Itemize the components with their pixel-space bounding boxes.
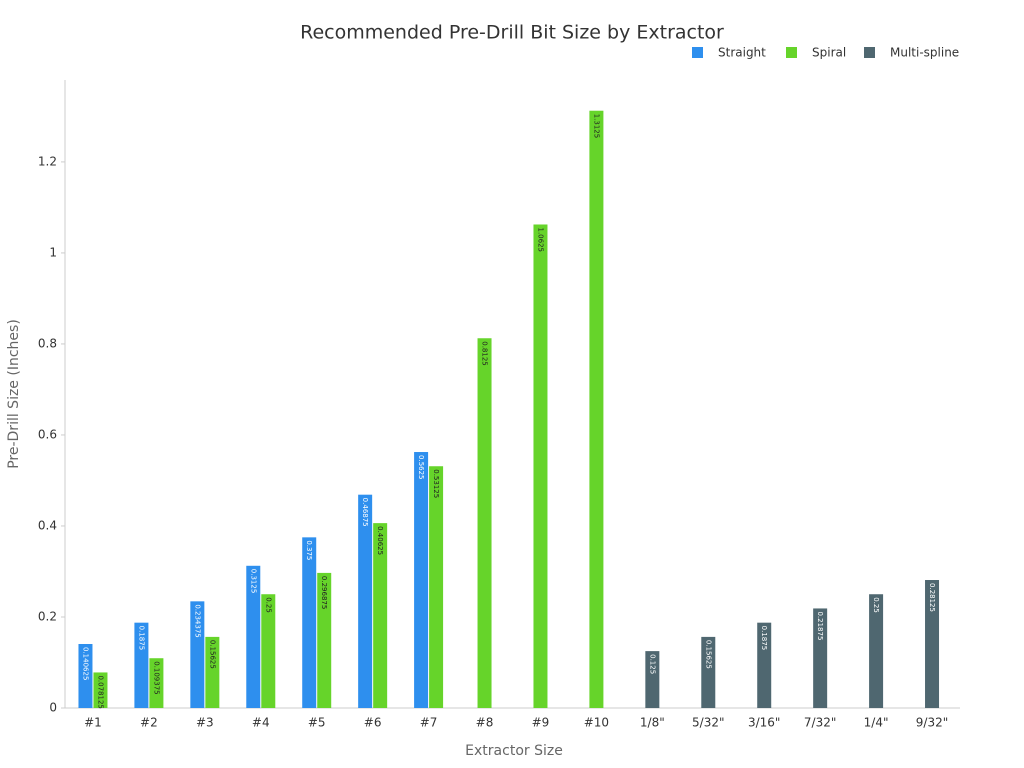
x-tick-label: #4 xyxy=(252,716,270,730)
bar xyxy=(93,672,108,708)
x-tick-label: 3/16" xyxy=(748,716,780,730)
x-tick-label: #6 xyxy=(364,716,382,730)
value-label: 0.40625 xyxy=(376,526,384,555)
bar xyxy=(358,494,373,708)
bar xyxy=(317,572,332,708)
x-tick-label: #10 xyxy=(584,716,609,730)
x-tick-label: 9/32" xyxy=(916,716,948,730)
bar xyxy=(373,523,388,708)
bar xyxy=(813,608,828,708)
value-label: 0.15625 xyxy=(704,640,712,669)
bar xyxy=(246,565,261,708)
bar xyxy=(477,338,492,708)
value-label: 0.21875 xyxy=(816,611,824,640)
bar xyxy=(414,452,429,708)
bar xyxy=(757,622,772,708)
value-label: 0.1875 xyxy=(760,626,768,651)
value-label: 0.234375 xyxy=(193,604,201,637)
y-tick-label: 1 xyxy=(49,245,57,259)
legend-label: Multi-spline xyxy=(890,46,959,60)
x-tick-label: 5/32" xyxy=(692,716,724,730)
bar xyxy=(190,601,205,708)
y-tick-label: 0.8 xyxy=(38,336,57,350)
bar xyxy=(589,110,604,708)
value-label: 0.125 xyxy=(648,654,656,674)
x-tick-label: #9 xyxy=(532,716,550,730)
value-label: 0.140625 xyxy=(81,647,89,680)
value-label: 0.109375 xyxy=(152,661,160,694)
y-tick-label: 1.2 xyxy=(38,154,57,168)
value-label: 0.53125 xyxy=(432,469,440,498)
x-tick-label: #2 xyxy=(140,716,158,730)
value-label: 0.25 xyxy=(872,597,880,613)
x-tick-label: 7/32" xyxy=(804,716,836,730)
value-label: 0.078125 xyxy=(96,675,104,708)
bar xyxy=(645,651,660,708)
y-tick-label: 0.6 xyxy=(38,427,57,441)
value-label: 0.296875 xyxy=(320,576,328,609)
bar xyxy=(78,644,93,708)
chart-title: Recommended Pre-Drill Bit Size by Extrac… xyxy=(300,22,724,44)
bar xyxy=(533,224,548,708)
value-label: 0.28125 xyxy=(928,583,936,612)
legend-swatch xyxy=(786,47,797,58)
bar xyxy=(429,466,444,708)
x-tick-label: #1 xyxy=(84,716,102,730)
bar xyxy=(302,537,317,708)
bar xyxy=(205,636,220,708)
x-axis-title: Extractor Size xyxy=(465,743,563,759)
y-tick-label: 0 xyxy=(49,701,57,715)
bar xyxy=(869,594,884,708)
bar xyxy=(701,636,716,708)
x-tick-label: #3 xyxy=(196,716,214,730)
legend-swatch xyxy=(864,47,875,58)
y-axis-title: Pre-Drill Size (Inches) xyxy=(6,319,22,469)
x-tick-label: #5 xyxy=(308,716,326,730)
legend-label: Straight xyxy=(718,46,766,60)
bar xyxy=(149,658,164,708)
value-label: 0.46875 xyxy=(361,498,369,527)
x-tick-label: 1/8" xyxy=(640,716,665,730)
value-label: 0.3125 xyxy=(249,569,257,594)
value-label: 0.375 xyxy=(305,540,313,560)
legend-label: Spiral xyxy=(812,46,846,60)
value-label: 1.3125 xyxy=(592,114,600,139)
x-tick-label: 1/4" xyxy=(864,716,889,730)
bar xyxy=(925,580,940,708)
value-label: 0.5625 xyxy=(417,455,425,480)
x-tick-label: #7 xyxy=(420,716,438,730)
y-tick-label: 0.2 xyxy=(38,609,57,623)
legend-swatch xyxy=(692,47,703,58)
value-label: 0.15625 xyxy=(208,640,216,669)
y-tick-label: 0.4 xyxy=(38,518,57,532)
value-label: 1.0625 xyxy=(536,227,544,252)
bar xyxy=(261,594,276,708)
value-label: 0.25 xyxy=(264,597,272,613)
value-label: 0.8125 xyxy=(481,341,489,366)
x-tick-label: #8 xyxy=(476,716,494,730)
bar xyxy=(134,622,149,708)
value-label: 0.1875 xyxy=(137,626,145,651)
